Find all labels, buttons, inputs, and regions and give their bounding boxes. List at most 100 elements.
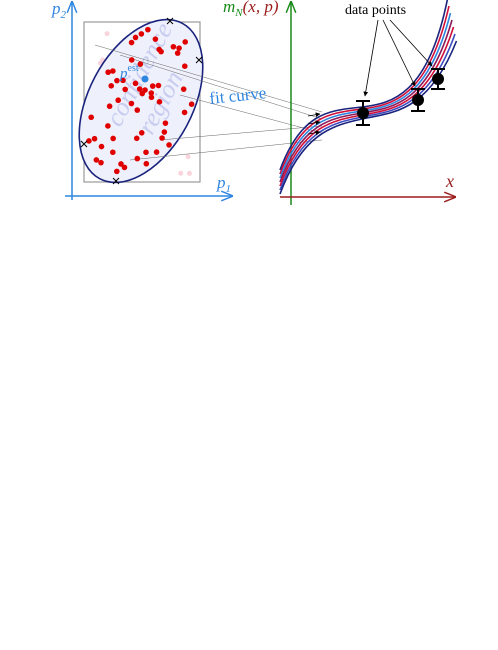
- sample: [162, 120, 169, 126]
- sample: [145, 26, 151, 33]
- label-sup: est: [128, 63, 139, 74]
- sample: [149, 83, 156, 89]
- label-args: (x, p): [243, 0, 279, 16]
- sample: [158, 48, 164, 55]
- connector: [119, 54, 323, 120]
- fit-curve-callout: fit curve: [208, 83, 267, 108]
- sample: [86, 138, 92, 144]
- sample: [121, 164, 128, 171]
- faint-sample: [186, 170, 192, 176]
- estimate-point: [141, 75, 149, 83]
- data-point: [412, 94, 424, 106]
- ellipse-extreme: [195, 56, 203, 64]
- sample: [115, 97, 121, 104]
- ellipse-extreme: [166, 17, 174, 25]
- sample: [114, 77, 120, 84]
- connector: [159, 125, 323, 141]
- sample: [139, 90, 146, 97]
- sample: [170, 43, 177, 50]
- label-sub: N: [234, 7, 243, 19]
- sample: [148, 90, 155, 96]
- p1-label: p1: [216, 173, 231, 195]
- sample: [105, 69, 111, 76]
- sample: [188, 101, 195, 107]
- ellipse-extreme: [112, 177, 120, 185]
- sample: [93, 157, 100, 163]
- sample: [180, 86, 187, 92]
- samples: [80, 17, 203, 185]
- data-point: [432, 73, 444, 85]
- sample: [137, 61, 144, 67]
- estimate-label: pest: [119, 63, 139, 82]
- connector: [179, 94, 323, 134]
- m-label: mN(x, p): [223, 0, 279, 19]
- sample: [128, 39, 135, 46]
- sample: [133, 135, 140, 142]
- sample: [161, 129, 168, 135]
- sample: [128, 100, 135, 107]
- label-base: p: [119, 66, 128, 82]
- faint-sample: [104, 31, 110, 37]
- connector-lines: [94, 44, 323, 161]
- sample: [138, 31, 145, 37]
- faint-sample: [185, 154, 191, 160]
- sample: [159, 135, 165, 141]
- model-space: mN(x, p) x data points: [223, 0, 458, 205]
- pointer: [382, 19, 416, 87]
- sample: [148, 94, 155, 101]
- faint-sample: [178, 170, 184, 176]
- label-base: m: [223, 0, 235, 16]
- sample: [143, 149, 149, 156]
- sample: [110, 68, 116, 74]
- pointer: [389, 19, 433, 67]
- sample: [153, 149, 160, 155]
- label-sub: 1: [226, 183, 232, 195]
- ellipse-extreme: [80, 140, 88, 148]
- label-base: p: [51, 0, 61, 18]
- sample: [134, 107, 141, 113]
- sample: [181, 63, 188, 69]
- sample: [138, 130, 145, 136]
- sample: [136, 86, 143, 92]
- sample: [118, 161, 124, 167]
- sample: [122, 86, 128, 93]
- sample: [98, 159, 104, 166]
- pointer: [307, 120, 321, 126]
- sample: [166, 142, 172, 148]
- sample: [88, 114, 94, 121]
- sample: [114, 168, 120, 175]
- sample: [152, 36, 159, 42]
- sample: [156, 99, 163, 105]
- sample: [120, 77, 126, 84]
- sample: [181, 109, 188, 116]
- sample: [182, 39, 189, 45]
- sample: [106, 103, 113, 110]
- pointer: [307, 112, 321, 118]
- connector: [129, 139, 323, 161]
- sample: [155, 82, 162, 89]
- sample: [105, 123, 111, 129]
- label-sub: 2: [61, 9, 67, 21]
- sample: [128, 57, 135, 63]
- p2-label: p2: [51, 0, 67, 21]
- sample: [91, 135, 98, 142]
- sample: [176, 45, 182, 51]
- x-label: x: [445, 171, 454, 191]
- sample: [134, 155, 141, 162]
- sample: [132, 80, 139, 87]
- connector: [94, 44, 323, 113]
- data-point: [357, 107, 369, 119]
- pointer: [307, 130, 321, 136]
- parameter-space: confidence region pest p2 p1 fit curve: [51, 0, 323, 203]
- sample: [174, 50, 181, 56]
- data-points-label: data points: [345, 3, 406, 18]
- sample: [110, 135, 116, 142]
- sample: [98, 143, 105, 150]
- sample: [108, 83, 115, 89]
- sample: [132, 34, 139, 41]
- data-points: [356, 68, 445, 126]
- fit-curves: [279, 0, 458, 195]
- sample: [143, 160, 150, 167]
